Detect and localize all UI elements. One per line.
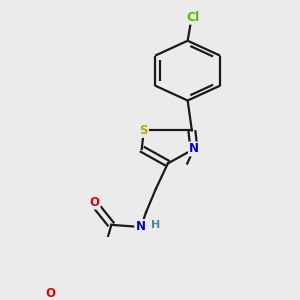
- Text: N: N: [136, 220, 146, 233]
- Text: H: H: [151, 220, 160, 230]
- Text: O: O: [89, 196, 100, 208]
- Text: Cl: Cl: [186, 11, 199, 24]
- Text: O: O: [45, 287, 55, 300]
- Text: S: S: [140, 124, 148, 137]
- Text: N: N: [189, 142, 199, 155]
